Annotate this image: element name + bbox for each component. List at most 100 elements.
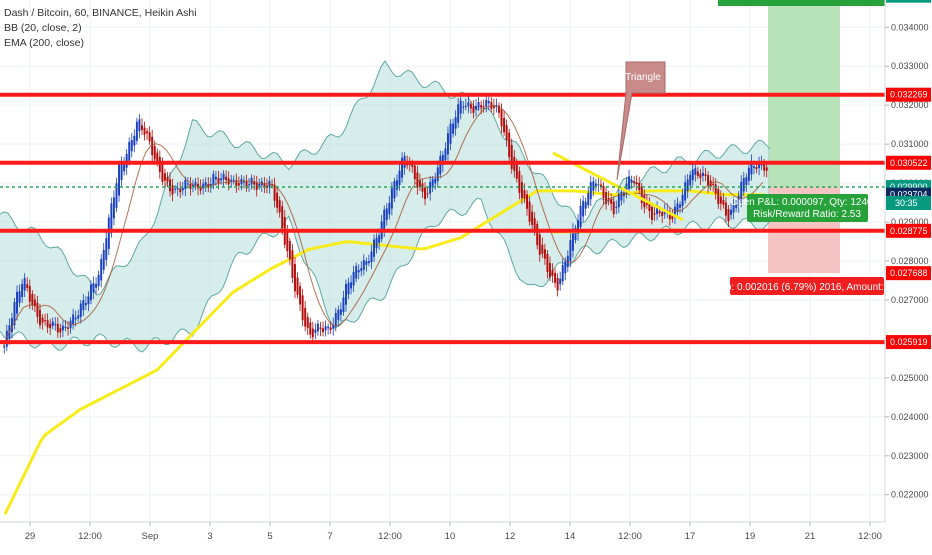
price-tick-label: 0.029000 <box>891 217 929 227</box>
candle-body <box>730 209 732 216</box>
candle-body <box>112 197 115 219</box>
candle-body <box>77 315 80 319</box>
candle-body <box>189 183 192 189</box>
candle-body <box>67 327 69 329</box>
candle-body <box>214 176 217 180</box>
candle-body <box>390 188 393 209</box>
price-tick-label: 0.025000 <box>891 373 929 383</box>
candle-body <box>281 206 284 229</box>
candle-body <box>74 317 77 320</box>
candle-body <box>44 320 47 322</box>
open-pnl-bg <box>747 194 868 222</box>
candle-body <box>385 208 388 220</box>
time-tick-label: 10 <box>445 531 456 542</box>
candle-body <box>668 211 671 220</box>
price-tick-label: 0.032000 <box>891 100 929 110</box>
candle-body <box>487 100 490 104</box>
candle-body <box>255 182 258 190</box>
price-label-text: 0.032269 <box>890 90 928 100</box>
price-label-text: 0.030522 <box>890 158 928 168</box>
candle-body <box>469 104 472 109</box>
candle-body <box>181 187 184 191</box>
price-label-text: 0.029900 <box>890 182 928 192</box>
price-tick-label: 0.022000 <box>891 490 929 500</box>
candle-body <box>707 175 710 186</box>
time-tick-label: 12:00 <box>78 531 102 542</box>
price-label-tag: 0.027688 <box>886 266 931 281</box>
candle-body <box>16 291 18 314</box>
candle-body <box>375 237 378 249</box>
candle-body <box>518 171 521 193</box>
candle-body <box>459 100 462 114</box>
candle-body <box>87 296 90 305</box>
candle-body <box>362 259 365 270</box>
candle-body <box>64 326 67 329</box>
candle-body <box>556 277 559 291</box>
candle-body <box>186 183 189 185</box>
price-label-bg <box>886 0 931 3</box>
candle-body <box>569 240 572 262</box>
price-label-text: 0.027688 <box>890 268 928 278</box>
price-label-bg <box>886 266 931 281</box>
candle-body <box>510 144 513 169</box>
candle-body <box>100 259 103 281</box>
candle-body <box>628 176 630 189</box>
time-tick-label: 12:00 <box>618 531 642 542</box>
candle-body <box>418 180 421 187</box>
candle-body <box>630 179 633 183</box>
candle-body <box>503 117 506 133</box>
candle-body <box>551 270 554 276</box>
candle-body <box>212 173 215 185</box>
candle-body <box>237 183 240 186</box>
candle-body <box>352 271 355 286</box>
candle-body <box>704 174 707 176</box>
candle-body <box>543 249 546 259</box>
candle-body <box>107 217 110 249</box>
candle-body <box>301 295 304 321</box>
candle-body <box>755 167 758 170</box>
candle-body <box>329 327 332 330</box>
price-label-tag: 0.028775 <box>886 223 931 238</box>
candle-body <box>105 238 108 260</box>
candle-body <box>467 102 470 107</box>
candle-body <box>658 211 661 214</box>
candle-body <box>217 178 220 183</box>
candle-body <box>153 145 156 160</box>
candle-body <box>355 266 358 279</box>
candle-body <box>248 184 251 186</box>
stop-box: Stop: 0.002016 (6.79%) 2016, Amount: 750 <box>711 277 904 295</box>
candle-body <box>202 183 205 189</box>
candle-body <box>125 153 128 168</box>
candle-body <box>240 178 243 185</box>
candle-body <box>615 206 618 208</box>
candle-body <box>454 117 457 129</box>
target-box-tip <box>718 0 893 6</box>
price-label-bg <box>886 87 931 102</box>
candle-body <box>625 183 628 195</box>
bollinger-lower <box>0 197 771 353</box>
price-label-text: 0.025919 <box>890 337 928 347</box>
candle-body <box>61 325 64 331</box>
candle-body <box>337 309 340 320</box>
candle-body <box>605 192 608 204</box>
price-tick-label: 0.023000 <box>891 451 929 461</box>
candle-body <box>176 187 179 190</box>
candle-body <box>130 139 133 152</box>
candle-body <box>253 181 256 185</box>
candle-body <box>378 235 381 243</box>
time-tick-label: Sep <box>142 531 159 542</box>
chart-legend: Dash / Bitcoin, 60, BINANCE, Heikin Ashi… <box>4 6 197 51</box>
candle-body <box>97 274 100 286</box>
time-tick-label: 5 <box>267 531 272 542</box>
candle-body <box>441 155 444 166</box>
time-tick-label: 3 <box>207 531 212 542</box>
candle-body <box>18 291 21 303</box>
candle-body <box>171 185 174 195</box>
candle-body <box>538 234 541 255</box>
time-tick-label: 12:00 <box>378 531 402 542</box>
candle-body <box>439 155 442 175</box>
candle-body <box>691 169 694 181</box>
candle-body <box>273 184 276 201</box>
